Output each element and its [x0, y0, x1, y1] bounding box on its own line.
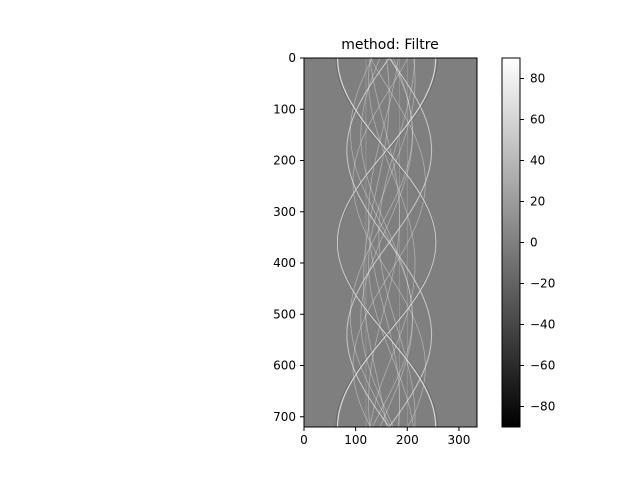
y-tick-label-200: 200	[273, 154, 296, 168]
trace-inner-6	[352, 58, 426, 427]
trace-inner-11	[360, 58, 413, 427]
colorbar-gradient	[502, 58, 520, 427]
y-axis: 0 100 200 300 400 500 600 700	[273, 51, 304, 424]
trace-inner-2	[368, 58, 416, 427]
colorbar-ticks: 80 60 40 20 0 −20 −40 −60 −80	[520, 72, 555, 414]
sinogram-traces	[335, 58, 438, 427]
x-axis: 0 100 200 300	[300, 427, 470, 447]
colorbar-tick-label-2: 40	[530, 154, 545, 168]
image-axes: method: Filtre 0 100 200 300 0 100 200 300 400 5…	[273, 37, 478, 447]
colorbar-tick-label-4: 0	[530, 236, 538, 250]
image-background	[304, 58, 477, 427]
chart-title: method: Filtre	[341, 37, 439, 53]
colorbar-tick-label-7: −60	[530, 359, 555, 373]
trace-inner-1	[350, 58, 413, 427]
y-tick-label-100: 100	[273, 102, 296, 116]
colorbar: 80 60 40 20 0 −20 −40 −60 −80	[501, 57, 555, 428]
y-tick-label-700: 700	[273, 410, 296, 424]
y-tick-label-600: 600	[273, 359, 296, 373]
x-tick-label-0: 0	[300, 433, 308, 447]
trace-inner-10	[360, 58, 413, 427]
colorbar-tick-label-1: 60	[530, 113, 545, 127]
trace-inner-8	[363, 58, 390, 427]
image-frame	[303, 57, 478, 428]
trace-dark-1	[337, 58, 438, 427]
trace-inner-7	[352, 58, 426, 427]
trace-inner-9	[378, 58, 416, 427]
trace-outer-1	[337, 58, 437, 427]
colorbar-tick-label-8: −80	[530, 400, 555, 414]
trace-outer-4	[346, 58, 433, 427]
colorbar-tick-label-5: −20	[530, 277, 555, 291]
colorbar-tick-label-6: −40	[530, 318, 555, 332]
colorbar-tick-label-0: 80	[530, 72, 545, 86]
trace-inner-0	[350, 58, 413, 427]
trace-outer-2	[337, 58, 437, 427]
trace-inner-3	[368, 58, 416, 427]
trace-inner-5	[368, 58, 400, 427]
x-tick-label-100: 100	[344, 433, 367, 447]
y-tick-label-400: 400	[273, 256, 296, 270]
x-tick-label-300: 300	[447, 433, 470, 447]
y-tick-label-500: 500	[273, 307, 296, 321]
trace-inner-4	[368, 58, 400, 427]
y-tick-label-300: 300	[273, 205, 296, 219]
trace-dark-2	[335, 58, 436, 427]
colorbar-tick-label-3: 20	[530, 195, 545, 209]
y-tick-label-0: 0	[288, 51, 296, 65]
x-tick-label-200: 200	[396, 433, 419, 447]
